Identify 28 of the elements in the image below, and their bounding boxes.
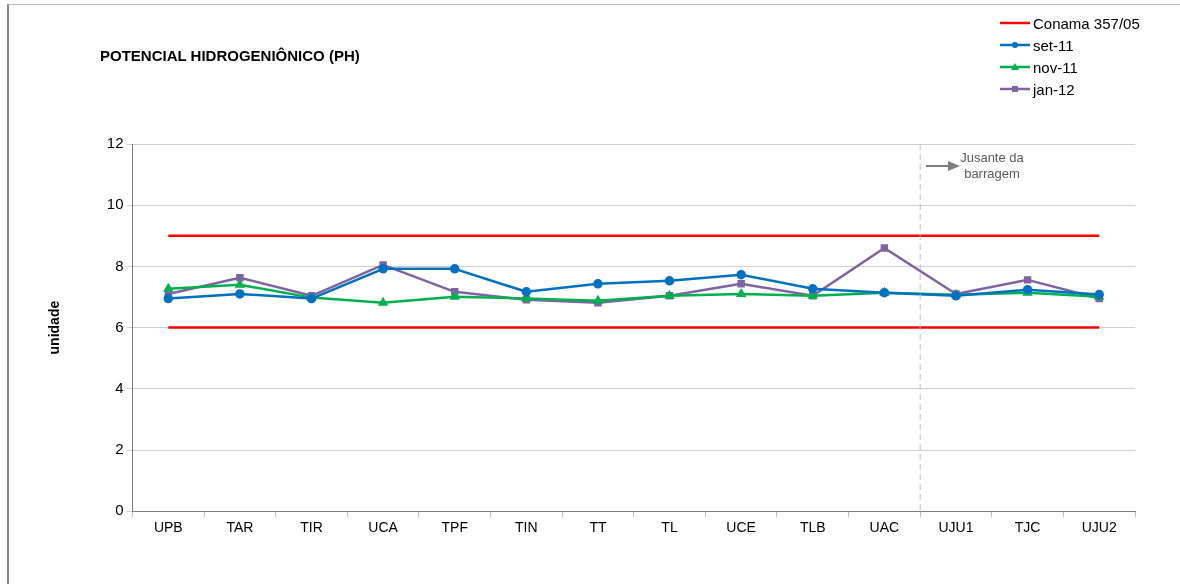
x-tick-label: UJU2 (1081, 519, 1117, 536)
chart-title: POTENCIAL HIDROGENIÔNICO (PH) (100, 47, 360, 64)
x-tick-label: UCE (726, 519, 756, 536)
x-tick-label: TPF (441, 519, 468, 536)
x-tick-label: UJU1 (938, 519, 974, 536)
ref-line-label: Jusante da barragem (960, 150, 1025, 181)
legend-label: jan-12 (1033, 80, 1075, 98)
x-tick-label: TLB (799, 519, 826, 536)
y-tick-label: 10 (106, 195, 124, 213)
y-tick-label: 6 (115, 317, 124, 335)
x-tick-label: TL (661, 519, 678, 536)
x-tick-label: UCA (368, 519, 399, 536)
y-tick-label: 8 (115, 256, 124, 274)
y-tick-label: 12 (106, 134, 124, 152)
legend-label: set-11 (1033, 36, 1074, 54)
x-tick-label: TIN (515, 519, 538, 536)
y-tick-label: 4 (115, 378, 124, 396)
x-tick-label: TIR (300, 519, 323, 536)
legend-label: Conama 357/05 (1033, 14, 1140, 32)
x-tick-label: TJC (1014, 519, 1041, 536)
y-axis-title: unidade (46, 300, 63, 355)
x-tick-label: TAR (226, 519, 254, 536)
x-tick-label: UAC (869, 519, 900, 536)
y-tick-label: 0 (115, 501, 124, 519)
y-tick-label: 2 (115, 440, 124, 458)
legend-label: nov-11 (1033, 58, 1078, 76)
x-tick-label: UPB (153, 519, 183, 536)
x-tick-label: TT (589, 519, 607, 536)
